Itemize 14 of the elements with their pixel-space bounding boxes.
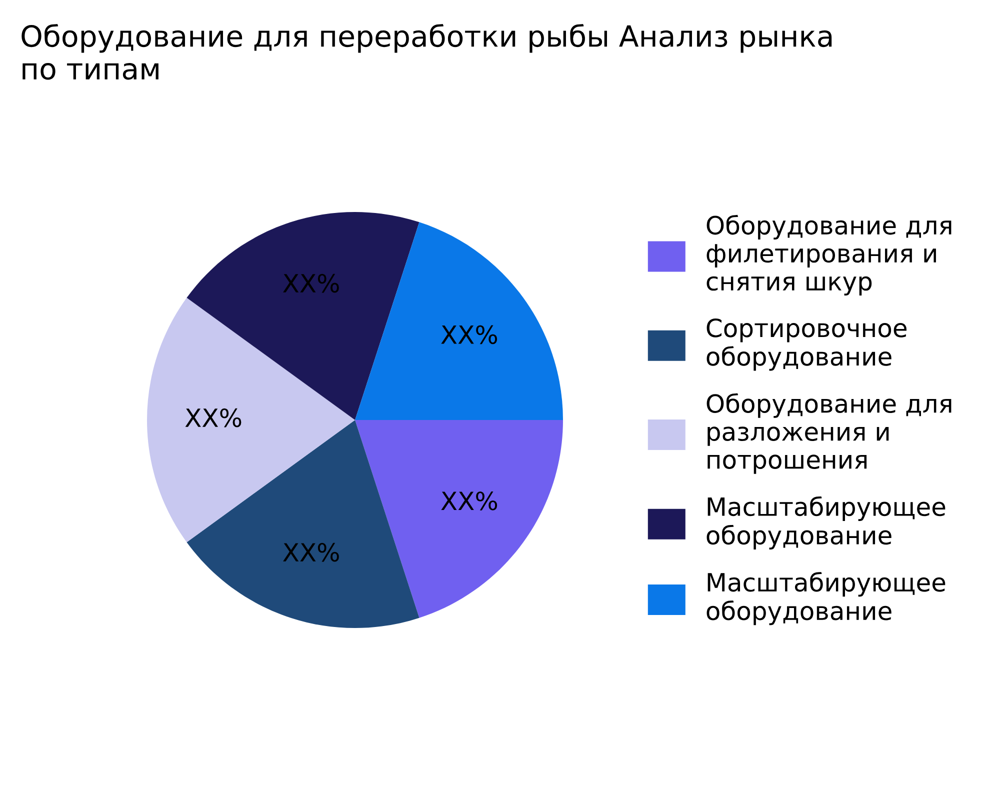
data-label: XX% xyxy=(283,274,339,293)
legend-label: Масштабирующее оборудование xyxy=(706,572,946,626)
data-label: XX% xyxy=(441,491,498,510)
chart-title: Оборудование для переработки рыбы Анализ рынка по типам xyxy=(22,24,832,80)
legend-label: Сортировочное оборудование xyxy=(706,318,906,371)
data-label: XX% xyxy=(441,325,498,344)
data-label: XX% xyxy=(185,408,242,428)
legend-label: Масштабирующее оборудование xyxy=(706,496,946,550)
pie-slice xyxy=(355,420,563,618)
pie-slice xyxy=(355,222,563,420)
data-label: XX% xyxy=(283,542,339,562)
pie-slice xyxy=(147,298,355,542)
legend-label: Оборудование для разложения и потрошения xyxy=(706,393,952,474)
legend-label: Оборудование для филетирования и снятия шкур xyxy=(706,214,952,296)
